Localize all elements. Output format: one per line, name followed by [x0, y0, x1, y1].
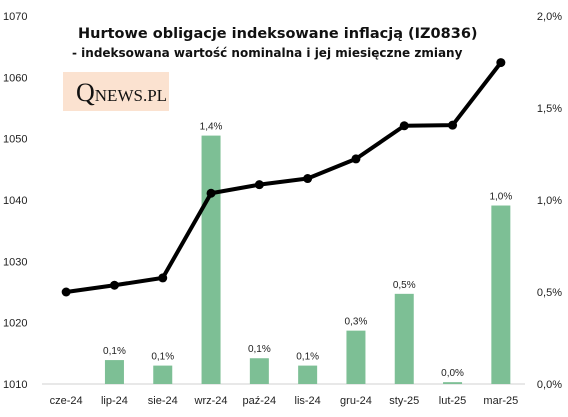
line-point: [109, 280, 119, 290]
bar: [249, 358, 269, 384]
line-point: [351, 154, 361, 164]
bar-data-label: 0,3%: [345, 317, 368, 328]
line-point: [61, 287, 71, 297]
bar-data-label: 1,0%: [489, 192, 512, 203]
left-axis-tick-label: 1070: [3, 11, 27, 23]
x-axis-tick-label: lis-24: [295, 395, 321, 407]
x-axis-tick-label: lip-24: [101, 395, 128, 407]
bar: [346, 330, 366, 384]
logo-text: NEWS.PL: [95, 86, 167, 105]
x-axis-tick-label: cze-24: [50, 395, 83, 407]
left-axis-tick-label: 1030: [3, 256, 27, 268]
logo: QNEWS.PL: [76, 78, 167, 107]
bar: [104, 360, 124, 384]
line-point: [254, 180, 264, 190]
logo-background: [63, 72, 169, 111]
bar: [153, 365, 173, 384]
right-axis-tick-label: 2,0%: [537, 11, 562, 23]
line-point: [206, 188, 216, 198]
bar-data-label: 0,5%: [393, 280, 416, 291]
bar-data-label: 0,0%: [441, 368, 464, 379]
x-axis-tick-label: sty-25: [389, 395, 419, 407]
right-axis-tick-label: 0,0%: [537, 379, 562, 391]
left-axis-tick-label: 1050: [3, 134, 27, 146]
right-axis-tick-label: 0,5%: [537, 287, 562, 299]
series-line: [65, 61, 503, 294]
bar-data-label: 0,1%: [151, 352, 174, 363]
right-axis-tick-label: 1,5%: [537, 103, 562, 115]
x-axis-tick-label: sie-24: [148, 395, 178, 407]
bar-data-label: 0,1%: [248, 344, 271, 355]
logo-initial: Q: [76, 78, 95, 107]
line-point: [303, 174, 313, 184]
chart-subtitle: - indeksowana wartość nominalna i jej mi…: [72, 46, 463, 60]
bar: [201, 135, 221, 384]
bar-data-label: 0,1%: [103, 346, 126, 357]
line-point: [448, 120, 458, 130]
x-axis-tick-label: mar-25: [483, 395, 518, 407]
line-point: [496, 58, 506, 68]
x-axis-tick-label: gru-24: [340, 395, 372, 407]
bar: [394, 293, 414, 384]
left-axis-tick-label: 1040: [3, 195, 27, 207]
right-axis-tick-label: 1,0%: [537, 195, 562, 207]
line-point: [158, 273, 168, 283]
x-axis-tick-label: wrz-24: [194, 395, 228, 407]
bar: [298, 365, 318, 384]
left-axis-tick-label: 1060: [3, 72, 27, 84]
left-axis-tick-label: 1010: [3, 379, 27, 391]
bar-data-label: 0,1%: [296, 352, 319, 363]
x-axis-tick-label: paź-24: [243, 395, 277, 407]
chart-title: Hurtowe obligacje indeksowane inflacją (…: [78, 26, 478, 42]
line-point: [399, 121, 409, 131]
x-axis-tick-label: lut-25: [439, 395, 467, 407]
bar: [491, 205, 511, 384]
bar-data-label: 1,4%: [200, 122, 223, 133]
left-axis-tick-label: 1020: [3, 318, 27, 330]
bar: [443, 382, 463, 384]
